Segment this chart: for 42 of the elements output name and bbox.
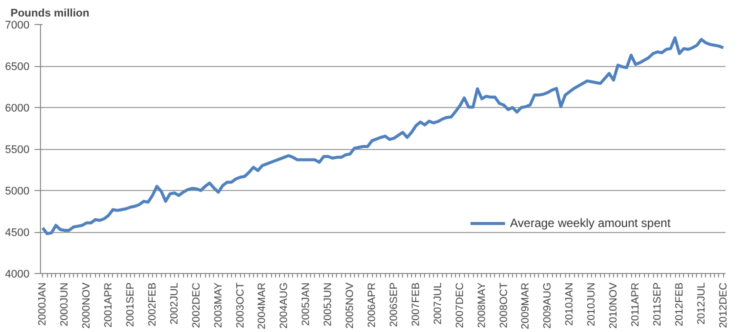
x-tick-label: 2009AUG: [542, 282, 554, 329]
x-tick-label: 2001APR: [102, 282, 115, 328]
x-tick-label: 2007FEB: [410, 282, 422, 326]
x-tick-label: 2008OCT: [498, 282, 510, 328]
y-axis-title: Pounds million: [10, 8, 90, 20]
x-tick-label: 2010NOV: [608, 282, 620, 329]
x-tick-label: 2001SEP: [124, 282, 137, 327]
y-tick-label: 5500: [5, 144, 30, 156]
x-tick-label: 2010JAN: [564, 282, 576, 326]
y-tick-label: 5000: [5, 186, 30, 198]
x-tick-label: 2012JUL: [695, 282, 708, 325]
x-tick-label: 2008MAY: [476, 282, 488, 328]
x-tick-label: 2000JUN: [58, 282, 71, 326]
x-tick-label: 2002DEC: [190, 282, 202, 328]
x-tick-label: 2012DEC: [717, 282, 730, 328]
x-tick-label: 2002FEB: [146, 282, 158, 326]
y-tick-label: 7000: [5, 20, 30, 32]
x-tick-label: 2006SEP: [388, 282, 400, 327]
x-tick-label: 2006APR: [366, 282, 378, 328]
legend-label: Average weekly amount spent: [510, 216, 671, 230]
y-tick-label: 6500: [5, 61, 30, 73]
x-tick-label: 2003OCT: [234, 282, 246, 328]
x-tick-label: 2003MAY: [212, 282, 224, 328]
y-tick-label: 4000: [5, 268, 30, 280]
x-tick-label: 2004MAR: [256, 282, 268, 330]
line-series: [41, 36, 725, 236]
x-tick-label: 2000NOV: [80, 282, 93, 329]
x-tick-label: 2005JUN: [322, 282, 334, 326]
y-tick-label: 4500: [5, 227, 30, 239]
x-tick-label: 2004AUG: [278, 282, 290, 329]
x-tick-label: 2007JUL: [432, 282, 444, 325]
x-tick-label: 2005JAN: [300, 282, 312, 326]
x-tick-label: 2000JAN: [36, 282, 49, 326]
y-tick-label: 6000: [5, 102, 30, 114]
x-tick-label: 2012FEB: [673, 282, 686, 326]
x-tick-label: 2009MAR: [520, 282, 532, 330]
x-tick-label: 2002JUL: [168, 282, 180, 325]
x-tick-label: 2007DEC: [454, 282, 466, 328]
x-tick-label: 2010JUN: [586, 282, 598, 326]
x-tick-label: 2011SEP: [651, 282, 664, 326]
x-tick-label: 2005NOV: [344, 282, 356, 329]
x-tick-label: 2011APR: [629, 282, 642, 327]
